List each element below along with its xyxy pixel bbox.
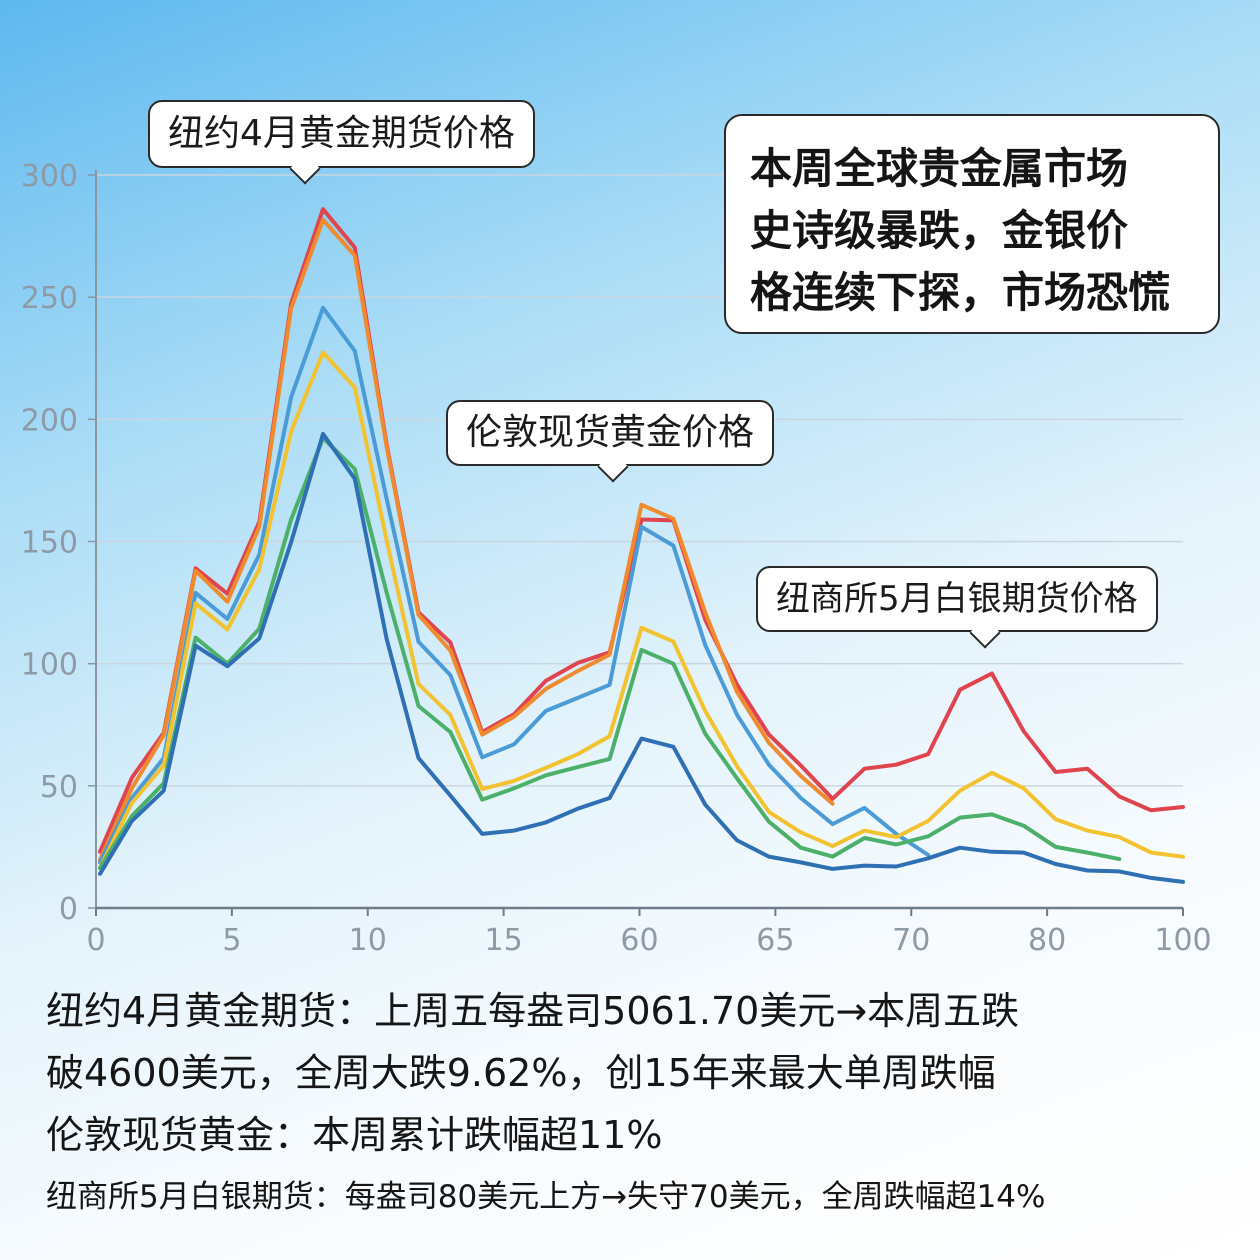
headline-line-2: 史诗级暴跌，金银价 [750, 206, 1129, 255]
series-line-2 [98, 217, 835, 862]
x-tick-label: 15 [485, 923, 523, 958]
line-chart: 0 50 100 150 200 250 300 0 5 10 15 60 65 70 80 100 [21, 159, 1212, 958]
y-tick-label: 150 [21, 526, 78, 561]
x-tick-label: 0 [86, 923, 105, 958]
headline-line-1: 本周全球贵金属市场 [750, 144, 1129, 193]
series-line-4 [98, 350, 1185, 871]
x-tick-label: 70 [892, 923, 930, 958]
headline-box: 本周全球贵金属市场 史诗级暴跌，金银价 格连续下探，市场恐慌 [724, 114, 1220, 334]
chart-series [98, 207, 1185, 884]
y-tick-label: 0 [59, 892, 78, 927]
y-tick-label: 100 [21, 648, 78, 683]
x-tick-label: 65 [756, 923, 794, 958]
callout-silver-comex: 纽商所5月白银期货价格 [756, 566, 1158, 632]
x-tick-label: 60 [620, 923, 658, 958]
series-line-6 [98, 431, 1185, 884]
headline-line-3: 格连续下探，市场恐慌 [750, 268, 1171, 317]
note-gold-ny-line-1: 纽约4月黄金期货：上周五每盎司5061.70美元→本周五跌 [46, 989, 1020, 1033]
chart-axes: 0 50 100 150 200 250 300 0 5 10 15 60 65 70 80 100 [21, 159, 1212, 958]
callout-gold-ny: 纽约4月黄金期货价格 [148, 100, 535, 168]
note-gold-ny-line-2: 破4600美元，全周大跌9.62%，创15年来最大单周跌幅 [46, 1051, 996, 1095]
x-tick-label: 10 [349, 923, 387, 958]
x-tick-label: 100 [1154, 923, 1211, 958]
x-tick-label: 80 [1028, 923, 1066, 958]
callout-gold-london: 伦敦现货黄金价格 [446, 400, 775, 466]
notes-section: 纽约4月黄金期货：上周五每盎司5061.70美元→本周五跌 破4600美元，全周… [46, 980, 1250, 1228]
note-silver: 纽商所5月白银期货：每盎司80美元上方→失守70美元，全周跌幅超14% [46, 1179, 1046, 1215]
y-tick-label: 250 [21, 281, 78, 316]
x-tick-label: 5 [222, 923, 241, 958]
y-tick-label: 50 [40, 770, 78, 805]
y-tick-label: 300 [21, 159, 78, 194]
note-gold-london: 伦敦现货黄金：本周累计跌幅超11% [46, 1113, 663, 1157]
series-line-5 [98, 436, 1122, 871]
series-line-3 [98, 305, 931, 865]
y-tick-label: 200 [21, 403, 78, 438]
